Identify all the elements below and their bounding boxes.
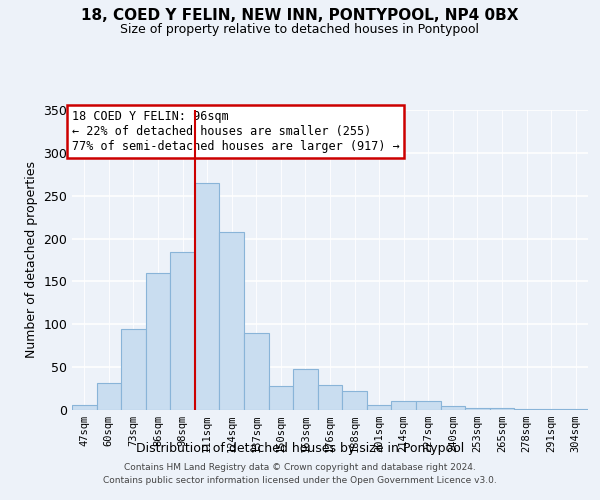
Text: Contains HM Land Registry data © Crown copyright and database right 2024.
Contai: Contains HM Land Registry data © Crown c… (103, 464, 497, 485)
Text: Size of property relative to detached houses in Pontypool: Size of property relative to detached ho… (121, 22, 479, 36)
Y-axis label: Number of detached properties: Number of detached properties (25, 162, 38, 358)
Bar (146, 273, 170, 410)
Text: 18 COED Y FELIN: 96sqm
← 22% of detached houses are smaller (255)
77% of semi-de: 18 COED Y FELIN: 96sqm ← 22% of detached… (72, 110, 400, 153)
Bar (465, 408, 490, 410)
Bar (367, 405, 391, 410)
Bar (195, 183, 220, 410)
Bar (97, 382, 121, 410)
Bar (342, 391, 367, 410)
Bar (563, 409, 588, 410)
Bar (391, 402, 416, 410)
Bar (490, 408, 514, 410)
Bar (318, 385, 342, 410)
Bar (514, 409, 539, 410)
Bar (539, 409, 563, 410)
Bar (440, 406, 465, 410)
Bar (220, 232, 244, 410)
Bar (170, 252, 195, 410)
Bar (293, 369, 318, 410)
Bar (121, 328, 146, 410)
Bar (416, 400, 440, 410)
Text: 18, COED Y FELIN, NEW INN, PONTYPOOL, NP4 0BX: 18, COED Y FELIN, NEW INN, PONTYPOOL, NP… (81, 8, 519, 22)
Bar (269, 386, 293, 410)
Bar (72, 405, 97, 410)
Text: Distribution of detached houses by size in Pontypool: Distribution of detached houses by size … (136, 442, 464, 455)
Bar (244, 333, 269, 410)
